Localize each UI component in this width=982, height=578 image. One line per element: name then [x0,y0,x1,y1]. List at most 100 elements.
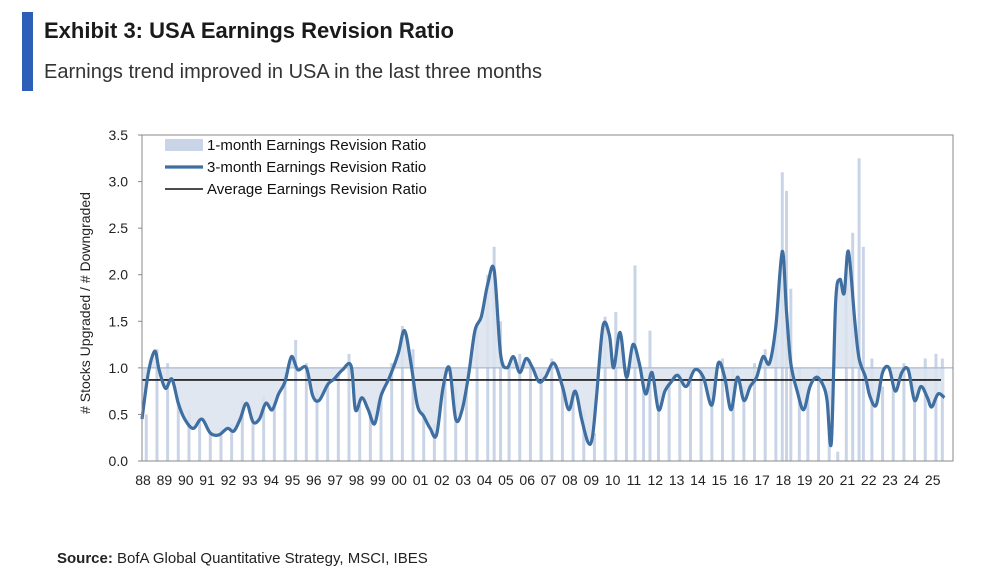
plot-border [141,134,954,462]
one-month-bar [475,325,479,461]
one-month-bar [902,363,906,461]
x-tick-label: 03 [455,472,471,488]
y-tick-label: 2.5 [109,220,129,236]
one-month-bar [499,321,503,461]
y-axis-ticks: 0.0 0.5 1.0 1.5 2.0 2.5 3.0 3.5 [109,127,142,469]
one-month-bar [230,423,234,461]
one-month-bar [582,409,586,461]
one-month-bar [464,391,468,461]
x-tick-label: 13 [669,472,685,488]
y-tick-label: 3.0 [109,174,129,190]
one-month-bar [870,358,874,461]
one-month-bar [368,409,372,461]
legend-label: 1-month Earnings Revision Ratio [207,137,426,154]
y-tick-label: 2.0 [109,267,129,283]
x-tick-label: 92 [221,472,237,488]
x-tick-label: 01 [413,472,429,488]
one-month-bar [592,433,596,461]
exhibit-title: Exhibit 3: USA Earnings Revision Ratio [44,18,454,43]
x-tick-label: 90 [178,472,194,488]
x-tick-label: 95 [285,472,301,488]
one-month-bar [891,377,895,461]
x-tick-label: 14 [690,472,706,488]
one-month-bar [836,451,840,461]
one-month-bar [603,316,607,461]
exhibit-subtitle: Earnings trend improved in USA in the la… [44,61,543,83]
one-month-bar [699,372,703,461]
x-tick-label: 12 [647,472,663,488]
one-month-bar [624,367,628,461]
x-tick-label: 18 [776,472,792,488]
one-month-bar [208,433,212,461]
y-tick-label: 1.5 [109,313,129,329]
one-month-bar [176,395,180,461]
one-month-bar [817,367,821,461]
one-month-bar [166,363,170,461]
one-month-bar [283,372,287,461]
x-tick-label: 89 [157,472,173,488]
one-month-bar [390,363,394,461]
x-tick-label: 94 [263,472,279,488]
y-axis-label: # Stocks Upgraded / # Downgraded [77,192,93,414]
y-tick-label: 0.0 [109,453,129,469]
one-month-bar [262,395,266,461]
x-tick-label: 93 [242,472,258,488]
legend-label: Average Earnings Revision Ratio [207,181,427,198]
x-tick-label: 11 [627,472,642,488]
x-tick-label: 08 [562,472,578,488]
one-month-bar [411,349,415,461]
one-month-bar [642,377,646,461]
one-month-bar [774,325,778,461]
three-month-line [140,249,946,448]
y-tick-label: 0.5 [109,406,129,422]
one-month-bar [518,353,522,461]
one-month-bar [550,358,554,461]
one-month-bar [721,358,725,461]
one-month-bar [219,428,223,461]
one-month-bar [861,246,865,461]
legend: 1-month Earnings Revision Ratio 3-month E… [165,137,427,198]
one-month-bar [379,391,383,461]
x-tick-label: 16 [733,472,749,488]
source-label: Source: [57,550,113,567]
x-tick-label: 15 [712,472,728,488]
one-month-bar [667,381,671,461]
legend-swatch-one-month [165,139,203,151]
one-month-bar [742,386,746,461]
three-month-area-fill [142,251,945,443]
accent-bar [22,12,33,91]
one-month-bar [187,409,191,461]
one-month-bar [272,400,276,461]
y-tick-label: 1.0 [109,360,129,376]
one-month-bar [443,381,447,461]
x-tick-label: 25 [925,472,941,488]
one-month-bar [507,363,511,461]
one-month-bar [198,421,202,461]
one-month-bar [844,284,848,461]
source-note: Source: BofA Global Quantitative Strateg… [57,550,428,567]
one-month-bar [432,423,436,461]
one-month-bar [763,349,767,461]
x-tick-label: 23 [882,472,898,488]
x-tick-label: 91 [199,472,215,488]
one-month-bar [934,353,938,461]
one-month-bar [614,311,618,461]
one-month-bar [753,363,757,461]
one-month-bar [648,330,652,461]
one-month-bar [806,395,810,461]
x-tick-label: 07 [541,472,557,488]
one-month-bar [560,386,564,461]
x-tick-label: 88 [135,472,151,488]
one-month-bar [797,367,801,461]
one-month-bar [144,414,148,461]
one-month-bar [454,386,458,461]
y-tick-label: 3.5 [109,127,129,143]
x-tick-label: 20 [818,472,834,488]
x-tick-label: 97 [327,472,343,488]
one-month-bar [688,367,692,461]
x-tick-label: 05 [498,472,514,488]
one-month-bar [347,353,351,461]
x-tick-label: 02 [434,472,450,488]
one-month-bar [400,325,404,461]
